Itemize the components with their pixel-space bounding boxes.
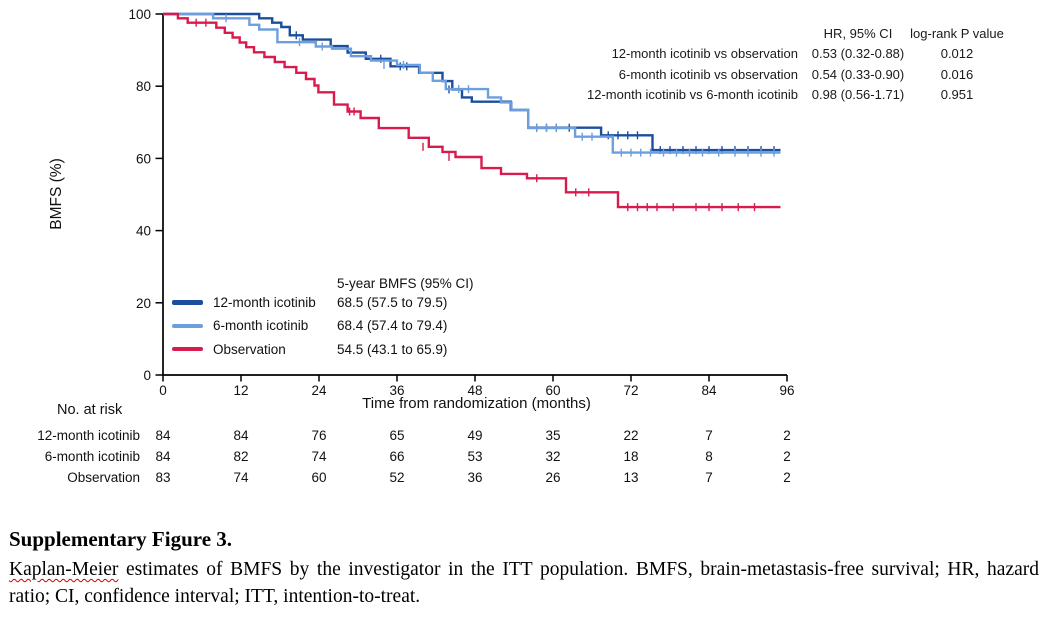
risk-count: 35 (545, 428, 561, 443)
risk-count: 84 (233, 428, 249, 443)
hazard-ratio-row: 12-month icotinib vs 6-month icotinib 0.9… (345, 85, 1007, 106)
y-tick-label: 40 (136, 224, 151, 239)
x-tick-label: 48 (467, 383, 482, 398)
legend-label: 12-month icotinib (213, 295, 316, 311)
legend-5yr-value: 68.5 (57.5 to 79.5) (337, 295, 448, 311)
risk-count: 13 (623, 470, 639, 485)
comparison-label: 12-month icotinib vs 6-month icotinib (587, 87, 798, 103)
spellcheck-word: Kaplan-Meier (9, 559, 119, 580)
km-curve-6-month-icotinib (163, 12, 781, 154)
x-tick-label: 72 (623, 383, 638, 398)
y-tick-label: 80 (136, 79, 151, 94)
comparison-label: 6-month icotinib vs observation (618, 66, 798, 82)
comparison-label: 12-month icotinib vs observation (611, 46, 798, 62)
figure-caption-body: Kaplan-Meier estimates of BMFS by the in… (9, 557, 1039, 610)
risk-count: 7 (705, 470, 713, 485)
risk-count: 82 (233, 449, 249, 464)
hazard-ratio-row: 12-month icotinib vs observation 0.53 (0.… (345, 44, 1007, 65)
x-tick-label: 84 (701, 383, 717, 398)
risk-count: 22 (623, 428, 639, 443)
x-tick-label: 60 (545, 383, 560, 398)
p-value: 0.016 (940, 66, 974, 82)
risk-count: 83 (155, 470, 171, 485)
caption-text: estimates of BMFS by the investigator in… (9, 559, 1039, 607)
risk-count: 76 (311, 428, 327, 443)
risk-count: 32 (545, 449, 561, 464)
x-tick-label: 36 (389, 383, 404, 398)
hr-value: 0.98 (0.56-1.71) (811, 87, 905, 103)
x-tick-label: 24 (311, 383, 327, 398)
legend-label: Observation (213, 341, 286, 357)
legend-item: 12-month icotinib 68.5 (57.5 to 79.5) (172, 291, 474, 314)
risk-count: 7 (705, 428, 713, 443)
risk-count: 2 (783, 470, 791, 485)
risk-count: 18 (623, 449, 639, 464)
risk-count: 66 (389, 449, 405, 464)
p-value: 0.012 (940, 46, 974, 62)
kaplan-meier-plot: 0 20 40 60 80 100 0 12 24 36 48 60 72 84 96 (128, 7, 794, 398)
figure-caption-heading: Supplementary Figure 3. (9, 527, 233, 551)
hazard-ratio-header-row: HR, 95% CI log-rank P value (345, 23, 1007, 44)
risk-count: 74 (311, 449, 327, 464)
legend-rows: 12-month icotinib 68.5 (57.5 to 79.5) 6-mo… (172, 291, 474, 361)
risk-count: 52 (389, 470, 405, 485)
risk-count: 8 (705, 449, 713, 464)
risk-count: 2 (783, 449, 791, 464)
legend-5yr-value: 68.4 (57.4 to 79.4) (337, 318, 448, 334)
risk-count: 74 (233, 470, 249, 485)
x-tick-label: 96 (779, 383, 794, 398)
risk-row-label: Observation (67, 470, 140, 485)
legend-item: 6-month icotinib 68.4 (57.4 to 79.4) (172, 314, 474, 337)
hr-column-header: HR, 95% CI (823, 25, 893, 41)
risk-count: 60 (311, 470, 327, 485)
legend-header: 5-year BMFS (95% CI) (337, 276, 474, 291)
risk-row-6-month-icotinib: 6-month icotinib 84 82 74 66 53 32 18 8 2 (0, 449, 1047, 465)
p-column-header: log-rank P value (910, 25, 1004, 41)
legend-item: Observation 54.5 (43.1 to 65.9) (172, 338, 474, 361)
x-tick-label: 0 (159, 383, 167, 398)
risk-table-header: No. at risk (57, 402, 123, 418)
legend-swatch-observation (172, 346, 203, 352)
hazard-ratio-row: 6-month icotinib vs observation 0.54 (0.3… (345, 64, 1007, 85)
risk-row-12-month-icotinib: 12-month icotinib 84 84 76 65 49 35 22 7 2 (0, 428, 1047, 444)
hazard-ratio-table: HR, 95% CI log-rank P value 12-month ico… (345, 23, 1007, 105)
hazard-ratio-rows: 12-month icotinib vs observation 0.53 (0.… (345, 44, 1007, 106)
km-curve-observation (163, 12, 781, 209)
risk-count: 26 (545, 470, 561, 485)
p-value: 0.951 (940, 87, 974, 103)
hr-value: 0.53 (0.32-0.88) (811, 46, 905, 62)
y-tick-label: 0 (143, 368, 151, 383)
risk-count: 36 (467, 470, 483, 485)
legend-label: 6-month icotinib (213, 318, 309, 334)
y-tick-label: 20 (136, 296, 151, 311)
legend-swatch-6-month-icotinib (172, 323, 203, 329)
x-axis-title: Time from randomization (months) (362, 395, 591, 412)
y-tick-label: 60 (136, 151, 151, 166)
x-tick-label: 12 (233, 383, 248, 398)
risk-count: 49 (467, 428, 483, 443)
chart-legend: 5-year BMFS (95% CI) 12-month icotinib 68… (172, 276, 474, 361)
y-tick-label: 100 (128, 7, 151, 22)
risk-row-observation: Observation 83 74 60 52 36 26 13 7 2 (0, 470, 1047, 486)
legend-5yr-value: 54.5 (43.1 to 65.9) (337, 341, 448, 357)
risk-row-label: 6-month icotinib (44, 449, 140, 464)
hr-value: 0.54 (0.33-0.90) (811, 66, 905, 82)
risk-count: 84 (155, 428, 171, 443)
risk-count: 65 (389, 428, 405, 443)
risk-row-label: 12-month icotinib (37, 428, 140, 443)
risk-count: 53 (467, 449, 483, 464)
y-axis-title: BMFS (%) (48, 158, 65, 230)
risk-count: 84 (155, 449, 171, 464)
legend-swatch-12-month-icotinib (172, 300, 203, 305)
risk-count: 2 (783, 428, 791, 443)
